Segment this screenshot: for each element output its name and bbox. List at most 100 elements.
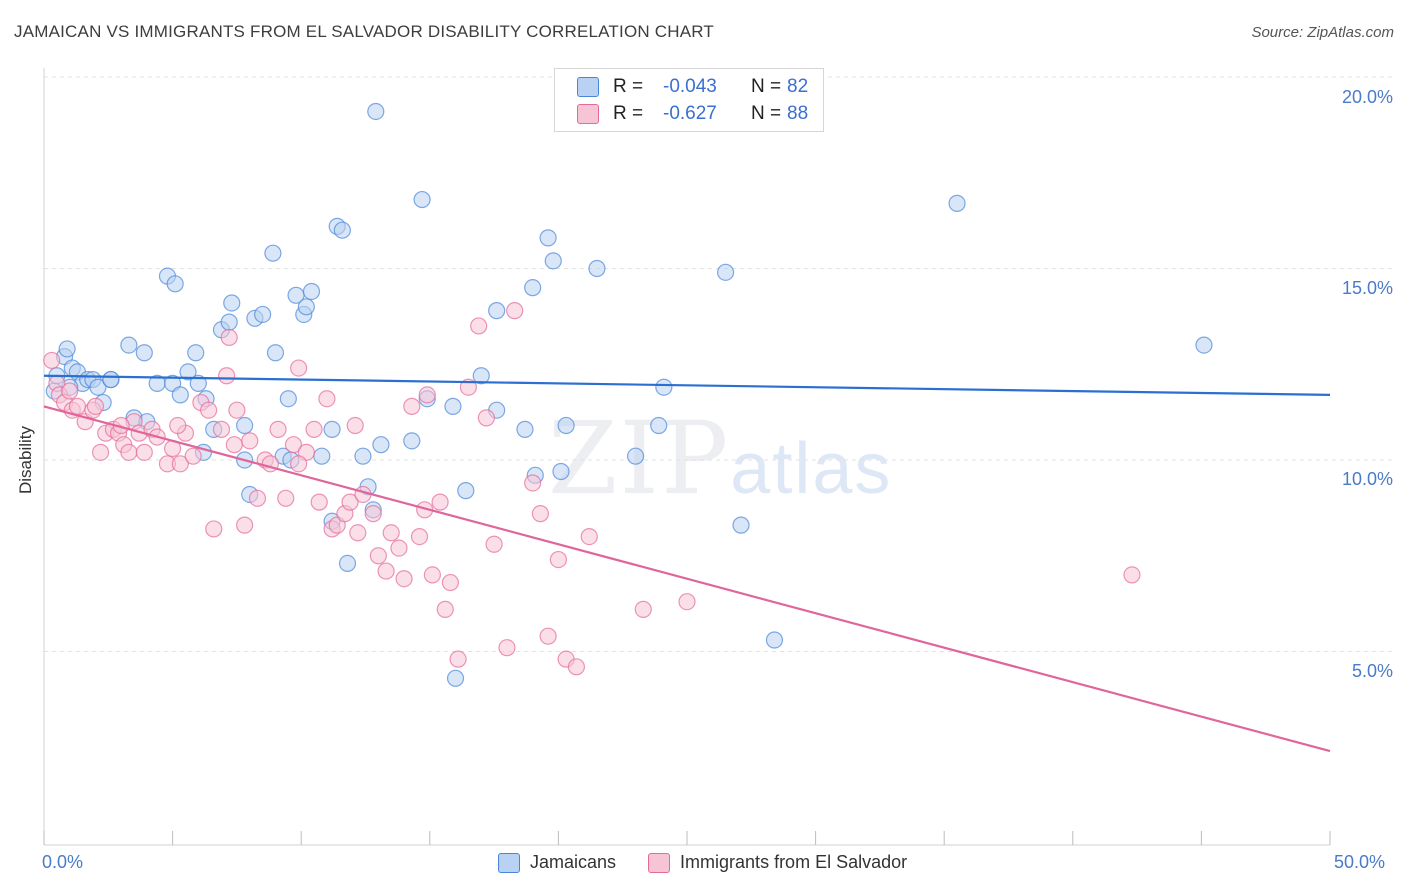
point-el-salvador (382, 524, 400, 542)
legend-r-label: R = (613, 76, 644, 97)
point-jamaicans (367, 102, 385, 121)
point-el-salvador (549, 550, 568, 569)
point-jamaicans (655, 378, 673, 396)
point-el-salvador (290, 455, 308, 473)
point-el-salvador (277, 489, 295, 507)
point-el-salvador (205, 520, 223, 538)
legend-swatch-blue (577, 77, 599, 97)
point-jamaicans (732, 516, 750, 534)
legend-swatch-pink (648, 852, 671, 873)
point-el-salvador (228, 401, 246, 419)
point-el-salvador (120, 443, 138, 461)
point-el-salvador (184, 447, 202, 465)
legend-n-label: N = (751, 103, 782, 124)
point-el-salvador (212, 420, 231, 438)
point-el-salvador (580, 527, 598, 546)
point-el-salvador (241, 432, 259, 450)
point-jamaicans (413, 190, 431, 209)
series-el-salvador (43, 302, 1141, 676)
legend-row-jamaicans: R = -0.043 N = 82 (577, 76, 808, 98)
point-el-salvador (369, 547, 387, 565)
stats-legend: R = -0.043 N = 82 R = -0.627 N = 88 (554, 68, 824, 132)
point-jamaicans (266, 344, 285, 362)
point-jamaicans (338, 554, 357, 573)
point-jamaicans (58, 340, 76, 358)
point-el-salvador (436, 600, 454, 618)
legend-swatch-pink (577, 104, 599, 124)
point-jamaicans (354, 447, 372, 465)
point-el-salvador (634, 600, 652, 618)
point-el-salvador (395, 570, 413, 588)
series-jamaicans (45, 102, 1213, 687)
point-el-salvador (403, 397, 421, 415)
legend-item-jamaicans: Jamaicans (498, 852, 616, 873)
point-el-salvador (377, 562, 395, 580)
legend-label-jamaicans: Jamaicans (530, 852, 617, 872)
watermark: ZIPatlas (548, 400, 892, 517)
point-jamaicans (135, 344, 153, 362)
chart-source: Source: ZipAtlas.com (1251, 24, 1394, 41)
point-el-salvador (485, 535, 503, 553)
point-jamaicans (716, 263, 735, 281)
x-tick-label-50: 50.0% (1334, 852, 1386, 872)
point-el-salvador (431, 493, 449, 511)
y-tick-label-5: 5.0% (1351, 661, 1393, 681)
trend-line-jamaicans (43, 374, 1331, 396)
point-jamaicans (323, 420, 341, 438)
point-el-salvador (91, 443, 110, 461)
point-jamaicans (765, 631, 784, 649)
point-el-salvador (524, 474, 542, 492)
point-el-salvador (225, 436, 243, 454)
y-tick-label-10: 10.0% (1341, 469, 1393, 489)
point-jamaicans (588, 259, 606, 278)
legend-n-label: N = (751, 76, 782, 97)
point-el-salvador (477, 409, 495, 427)
point-el-salvador (678, 593, 696, 611)
point-jamaicans (302, 282, 321, 301)
y-tick-label-20: 20.0% (1341, 87, 1393, 107)
point-jamaicans (187, 344, 205, 362)
point-el-salvador (220, 328, 238, 347)
point-jamaicans (516, 420, 534, 438)
point-jamaicans (457, 482, 475, 500)
point-el-salvador (68, 397, 87, 415)
x-tick-label-0: 0.0% (42, 852, 84, 872)
point-jamaicans (279, 390, 297, 408)
point-el-salvador (135, 443, 153, 461)
point-el-salvador (200, 401, 218, 419)
point-jamaicans (236, 416, 254, 435)
point-jamaicans (313, 447, 331, 465)
point-jamaicans (264, 244, 282, 262)
axes (43, 68, 1331, 846)
point-el-salvador (364, 505, 382, 523)
point-el-salvador (539, 627, 557, 645)
point-jamaicans (552, 462, 570, 481)
point-el-salvador (449, 650, 467, 668)
chart-title: JAMAICAN VS IMMIGRANTS FROM EL SALVADOR … (14, 22, 715, 41)
point-el-salvador (410, 527, 429, 546)
point-el-salvador (269, 420, 287, 438)
legend-n-value: 88 (787, 103, 809, 124)
y-tick-label-15: 15.0% (1341, 278, 1393, 298)
point-jamaicans (544, 252, 562, 270)
point-el-salvador (318, 390, 336, 408)
legend-label-el-salvador: Immigrants from El Salvador (680, 852, 908, 872)
point-jamaicans (948, 194, 966, 212)
legend-r-value: -0.043 (663, 76, 717, 97)
legend-n-value: 82 (787, 76, 809, 97)
point-jamaicans (220, 313, 238, 331)
point-el-salvador (498, 639, 516, 657)
legend-swatch-blue (498, 852, 520, 873)
point-jamaicans (89, 378, 107, 396)
point-el-salvador (341, 493, 359, 511)
point-jamaicans (372, 436, 390, 454)
grid-lines (44, 76, 1395, 652)
point-jamaicans (1195, 336, 1213, 354)
point-el-salvador (169, 416, 187, 435)
point-jamaicans (488, 302, 506, 320)
point-jamaicans (472, 367, 490, 385)
point-el-salvador (423, 566, 441, 584)
watermark-atlas: atlas (730, 429, 893, 509)
point-el-salvador (43, 351, 61, 370)
